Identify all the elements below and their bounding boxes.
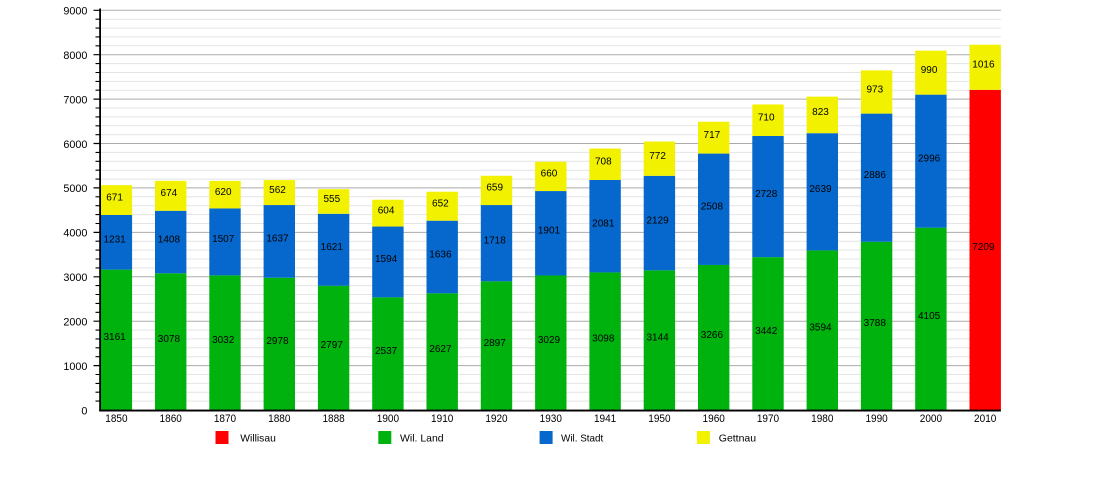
svg-text:2508: 2508 bbox=[701, 202, 724, 213]
svg-text:6000: 6000 bbox=[63, 139, 87, 151]
svg-text:7000: 7000 bbox=[63, 94, 87, 106]
svg-text:5000: 5000 bbox=[63, 183, 87, 195]
svg-text:4000: 4000 bbox=[63, 228, 87, 240]
svg-text:3029: 3029 bbox=[538, 335, 561, 346]
svg-text:2639: 2639 bbox=[809, 184, 832, 195]
svg-text:3161: 3161 bbox=[103, 332, 126, 343]
svg-text:8000: 8000 bbox=[63, 50, 87, 62]
svg-text:1000: 1000 bbox=[63, 361, 87, 373]
svg-text:1637: 1637 bbox=[266, 234, 289, 245]
svg-text:2897: 2897 bbox=[484, 338, 507, 349]
svg-text:Wil. Stadt: Wil. Stadt bbox=[561, 433, 603, 445]
svg-text:1941: 1941 bbox=[594, 413, 616, 425]
svg-text:4105: 4105 bbox=[918, 311, 941, 322]
svg-text:1930: 1930 bbox=[540, 413, 562, 425]
svg-text:2996: 2996 bbox=[918, 154, 941, 165]
svg-text:3098: 3098 bbox=[592, 334, 615, 345]
svg-text:973: 973 bbox=[866, 84, 883, 95]
svg-text:3078: 3078 bbox=[158, 334, 181, 345]
svg-text:2000: 2000 bbox=[920, 413, 942, 425]
svg-text:1900: 1900 bbox=[377, 413, 399, 425]
svg-text:3788: 3788 bbox=[864, 318, 887, 329]
svg-text:1888: 1888 bbox=[322, 413, 344, 425]
svg-text:0: 0 bbox=[81, 405, 87, 417]
svg-text:1408: 1408 bbox=[158, 234, 181, 245]
svg-text:2728: 2728 bbox=[755, 189, 778, 200]
svg-text:708: 708 bbox=[595, 157, 612, 168]
svg-text:772: 772 bbox=[649, 151, 666, 162]
svg-text:823: 823 bbox=[812, 107, 829, 118]
svg-text:1594: 1594 bbox=[375, 254, 398, 265]
svg-text:1016: 1016 bbox=[972, 60, 995, 71]
svg-text:2010: 2010 bbox=[974, 413, 996, 425]
svg-text:1970: 1970 bbox=[757, 413, 779, 425]
svg-text:1636: 1636 bbox=[429, 249, 452, 260]
svg-text:620: 620 bbox=[215, 187, 232, 198]
svg-text:660: 660 bbox=[541, 169, 558, 180]
svg-text:604: 604 bbox=[378, 205, 395, 216]
svg-text:1990: 1990 bbox=[865, 413, 887, 425]
svg-text:2000: 2000 bbox=[63, 317, 87, 329]
svg-text:3442: 3442 bbox=[755, 326, 778, 337]
svg-text:1507: 1507 bbox=[212, 234, 235, 245]
svg-text:1850: 1850 bbox=[105, 413, 127, 425]
svg-text:2537: 2537 bbox=[375, 346, 398, 357]
svg-text:2797: 2797 bbox=[321, 340, 344, 351]
svg-text:1910: 1910 bbox=[431, 413, 453, 425]
svg-text:671: 671 bbox=[106, 192, 123, 203]
svg-text:7209: 7209 bbox=[972, 242, 995, 253]
svg-text:1880: 1880 bbox=[268, 413, 290, 425]
svg-text:652: 652 bbox=[432, 199, 449, 210]
svg-text:3266: 3266 bbox=[701, 330, 724, 341]
svg-text:9000: 9000 bbox=[63, 6, 87, 18]
svg-text:1718: 1718 bbox=[484, 236, 507, 247]
svg-text:1621: 1621 bbox=[321, 242, 344, 253]
svg-text:1860: 1860 bbox=[160, 413, 182, 425]
svg-text:Willisau: Willisau bbox=[240, 433, 276, 445]
svg-text:3032: 3032 bbox=[212, 335, 235, 346]
svg-text:710: 710 bbox=[758, 113, 775, 124]
svg-text:1901: 1901 bbox=[538, 226, 561, 237]
svg-text:1870: 1870 bbox=[214, 413, 236, 425]
svg-text:1231: 1231 bbox=[103, 235, 126, 246]
svg-text:990: 990 bbox=[921, 65, 938, 76]
svg-text:2129: 2129 bbox=[646, 215, 669, 226]
svg-text:3594: 3594 bbox=[809, 323, 832, 334]
svg-text:3000: 3000 bbox=[63, 272, 87, 284]
svg-text:3144: 3144 bbox=[646, 333, 669, 344]
svg-text:555: 555 bbox=[323, 194, 340, 205]
svg-text:2627: 2627 bbox=[429, 344, 452, 355]
svg-text:1980: 1980 bbox=[811, 413, 833, 425]
svg-text:Wil. Land: Wil. Land bbox=[400, 433, 444, 445]
svg-text:674: 674 bbox=[161, 188, 178, 199]
svg-text:2886: 2886 bbox=[864, 170, 887, 181]
svg-text:2978: 2978 bbox=[266, 336, 289, 347]
svg-text:1950: 1950 bbox=[648, 413, 670, 425]
svg-text:Gettnau: Gettnau bbox=[719, 433, 756, 445]
svg-text:1920: 1920 bbox=[485, 413, 507, 425]
svg-text:562: 562 bbox=[269, 185, 286, 196]
svg-text:1960: 1960 bbox=[703, 413, 725, 425]
svg-text:2081: 2081 bbox=[592, 219, 615, 230]
svg-text:659: 659 bbox=[486, 183, 503, 194]
svg-text:717: 717 bbox=[704, 130, 721, 141]
